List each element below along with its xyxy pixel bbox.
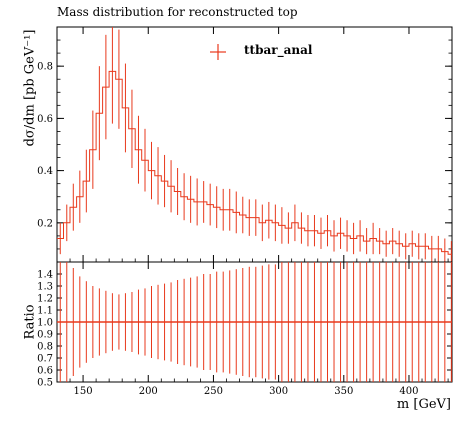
y-tick-label-ratio: 0.6 <box>37 366 53 377</box>
x-tick-label: 350 <box>334 386 353 397</box>
y-tick-label-ratio: 0.7 <box>37 354 53 365</box>
x-axis-label: m [GeV] <box>396 397 451 412</box>
ratio-panel: 0.50.60.70.80.91.01.11.21.31.4 150 200 250 3… <box>37 261 453 397</box>
main-panel: 0.2 0.4 0.6 0.8 <box>37 26 453 263</box>
y-tick-label-ratio: 1.4 <box>37 270 53 281</box>
x-tick-label: 150 <box>74 386 93 397</box>
y-tick-label-ratio: 1.0 <box>37 318 53 329</box>
y-tick-label-main: 0.6 <box>37 114 53 125</box>
chart-title: Mass distribution for reconstructed top <box>57 5 298 19</box>
y-tick-label-main: 0.4 <box>37 166 53 177</box>
y-tick-label-main: 0.8 <box>37 62 53 73</box>
y-tick-label-ratio: 0.9 <box>37 330 53 341</box>
y-tick-label-ratio: 1.2 <box>37 294 53 305</box>
y-tick-label-ratio: 0.5 <box>37 378 53 389</box>
y-axis-label-ratio: Ratio <box>22 304 38 340</box>
legend-marker <box>210 44 226 60</box>
x-tick-label: 200 <box>139 386 158 397</box>
y-tick-label-main: 0.2 <box>37 218 53 229</box>
y-axis-label-main: dσ/dm [pb GeV⁻¹] <box>22 29 38 147</box>
y-tick-label-ratio: 0.8 <box>37 342 53 353</box>
x-tick-label: 250 <box>204 386 223 397</box>
main-frame <box>56 26 453 263</box>
legend-label: ttbar_anal <box>244 43 313 57</box>
x-tick-label: 300 <box>269 386 288 397</box>
x-tick-label: 400 <box>399 386 418 397</box>
y-tick-label-ratio: 1.3 <box>37 282 53 293</box>
y-tick-label-ratio: 1.1 <box>37 306 53 317</box>
series-line-ttbar_anal <box>57 70 452 255</box>
